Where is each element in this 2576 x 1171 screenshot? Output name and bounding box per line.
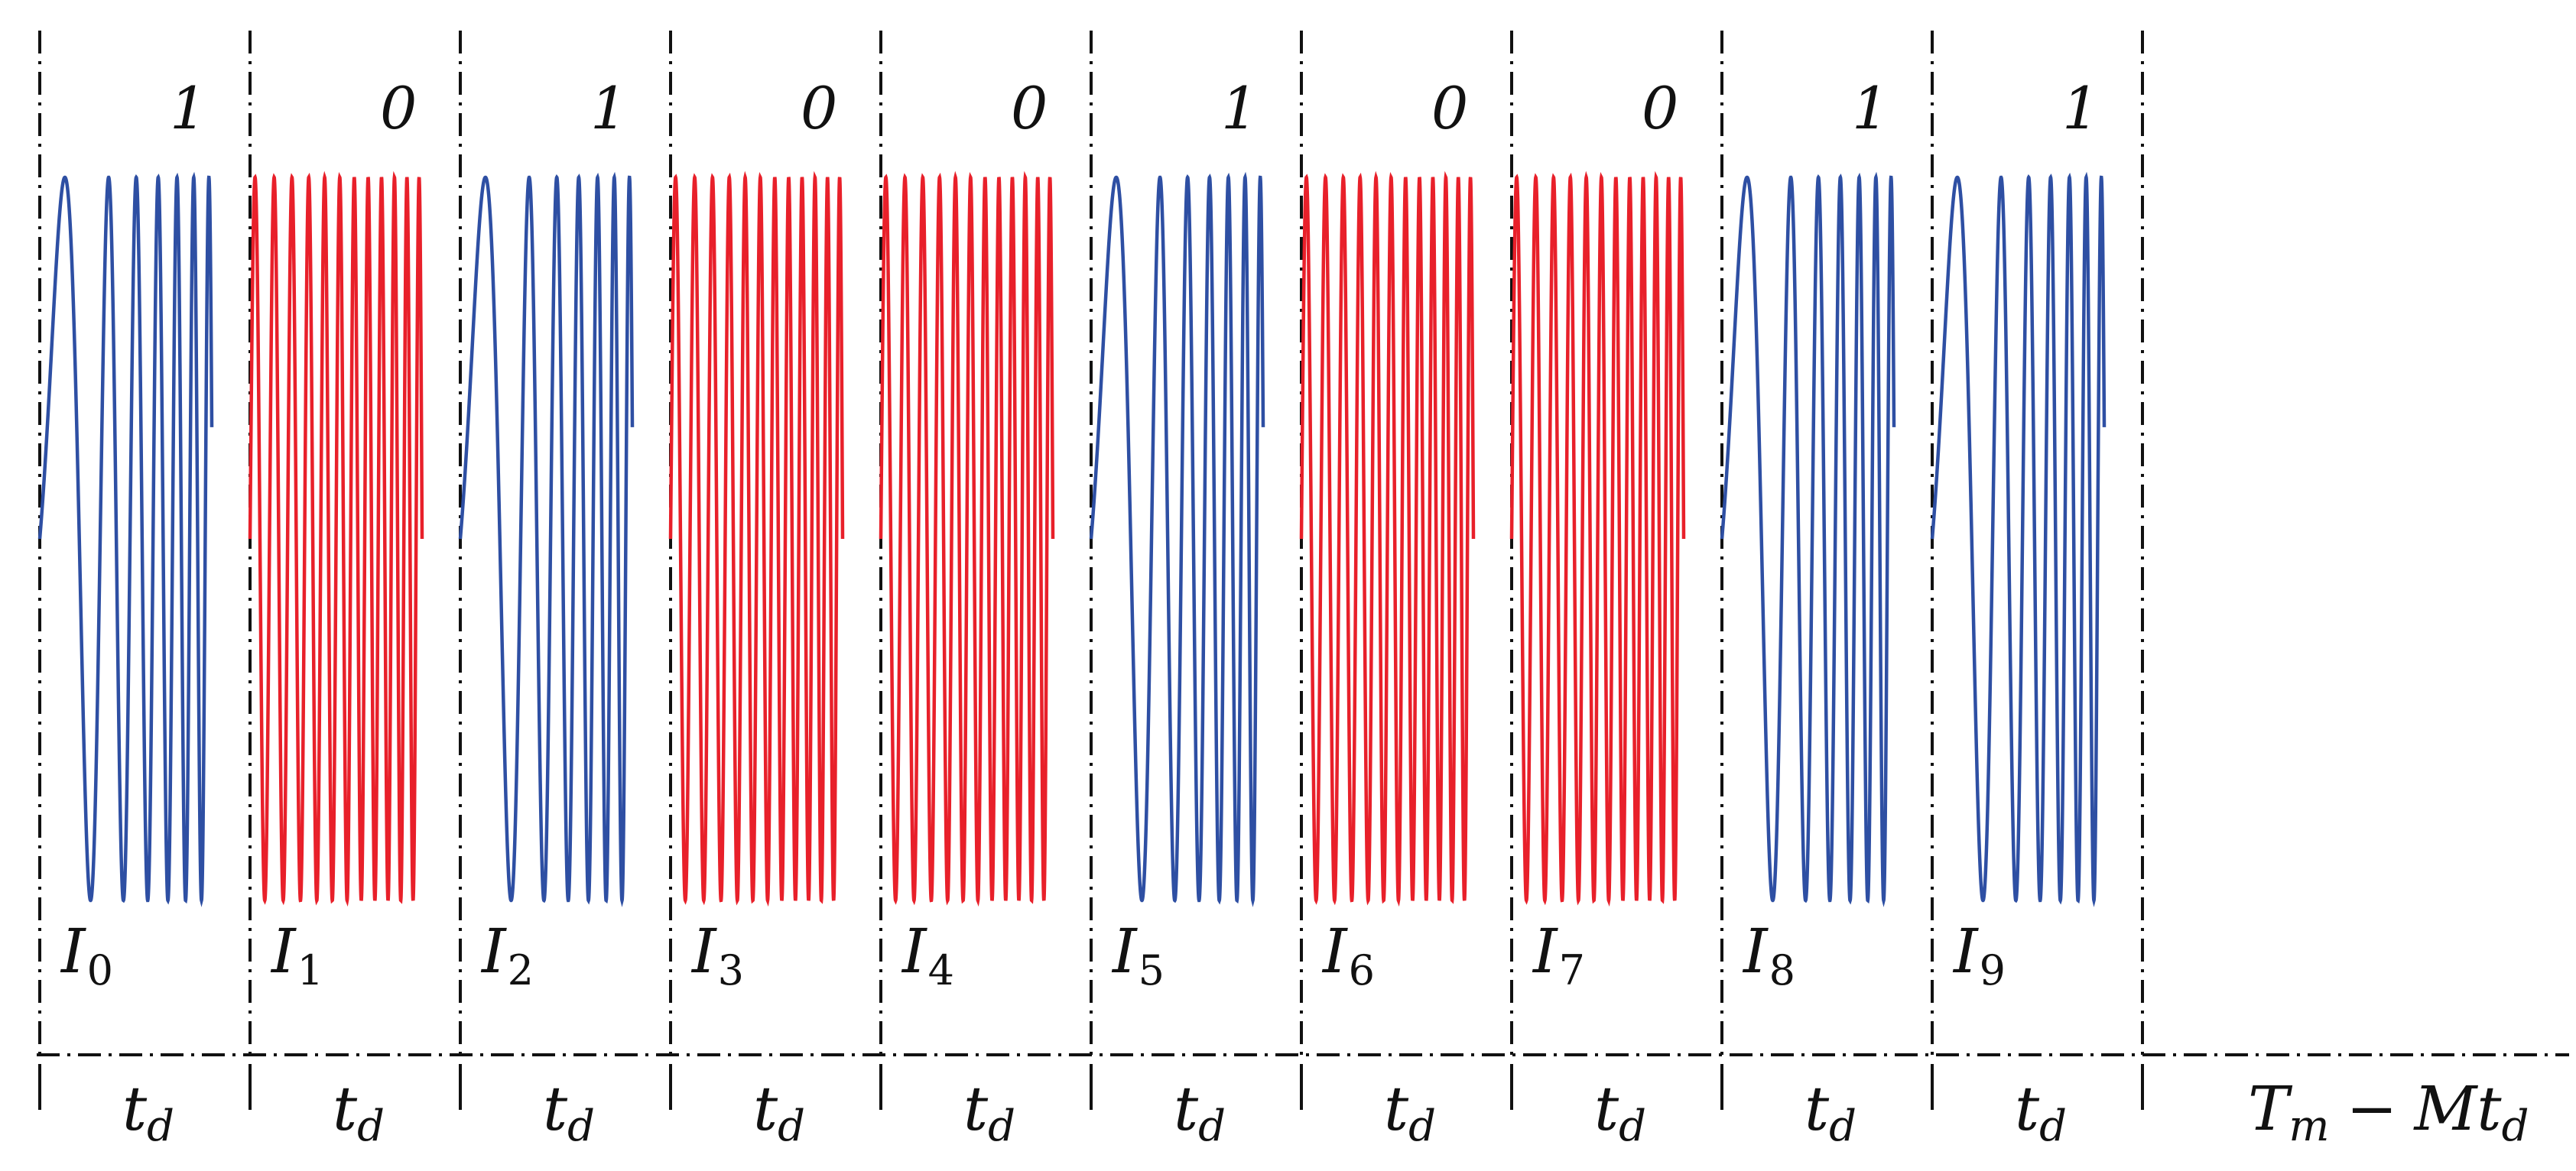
chirp-waveform-7: [1509, 170, 1686, 907]
slot-label-3: I3: [690, 916, 744, 994]
chirp-waveform-2: [458, 171, 635, 907]
duration-label-1: td: [333, 1073, 385, 1151]
duration-label-7: td: [1594, 1073, 1646, 1151]
slot-label-9: I9: [1952, 916, 2006, 994]
bit-label-8: 1: [1852, 74, 1889, 142]
chirp-waveform-0: [37, 171, 214, 907]
duration-label-9: td: [2015, 1073, 2067, 1151]
duration-label-6: td: [1384, 1073, 1436, 1151]
bit-label-7: 0: [1642, 74, 1678, 142]
remainder-duration-label: Tm − Mtd: [2248, 1073, 2529, 1151]
chirp-waveform-3: [668, 170, 845, 907]
chirp-waveform-6: [1299, 170, 1476, 907]
duration-label-8: td: [1804, 1073, 1856, 1151]
waveforms: [37, 170, 2107, 907]
slot-label-0: I0: [60, 916, 113, 994]
chirp-waveform-5: [1089, 171, 1265, 907]
slot-label-1: I1: [270, 916, 323, 994]
duration-label-5: td: [1174, 1073, 1226, 1151]
slot-label-5: I5: [1111, 916, 1165, 994]
slot-label-6: I6: [1321, 916, 1375, 994]
bit-label-6: 0: [1431, 74, 1468, 142]
chirp-waveform-1: [248, 170, 424, 907]
bit-label-1: 0: [380, 74, 417, 142]
slot-labels: 1 I0 td 0 I1 td 1 I2 td 0 I3 td 0 I4 td 1 I5 td 0 I6 td 0 I7 td…: [60, 74, 2099, 1151]
bit-label-0: 1: [170, 74, 206, 142]
chirp-waveform-9: [1930, 171, 2107, 907]
bit-label-4: 0: [1011, 74, 1048, 142]
bit-label-9: 1: [2062, 74, 2099, 142]
slot-dividers: [38, 31, 2144, 1110]
chirp-waveform-4: [879, 170, 1055, 907]
slot-label-8: I8: [1742, 916, 1795, 994]
duration-label-4: td: [963, 1073, 1015, 1151]
chirp-waveform-8: [1720, 171, 1896, 907]
duration-label-3: td: [753, 1073, 805, 1151]
slot-label-7: I7: [1532, 916, 1585, 994]
duration-label-0: td: [122, 1073, 174, 1151]
bit-label-3: 0: [801, 74, 837, 142]
duration-label-2: td: [543, 1073, 595, 1151]
bit-label-2: 1: [590, 74, 627, 142]
bit-label-5: 1: [1221, 74, 1258, 142]
slot-label-2: I2: [480, 916, 534, 994]
slot-label-4: I4: [901, 916, 954, 994]
